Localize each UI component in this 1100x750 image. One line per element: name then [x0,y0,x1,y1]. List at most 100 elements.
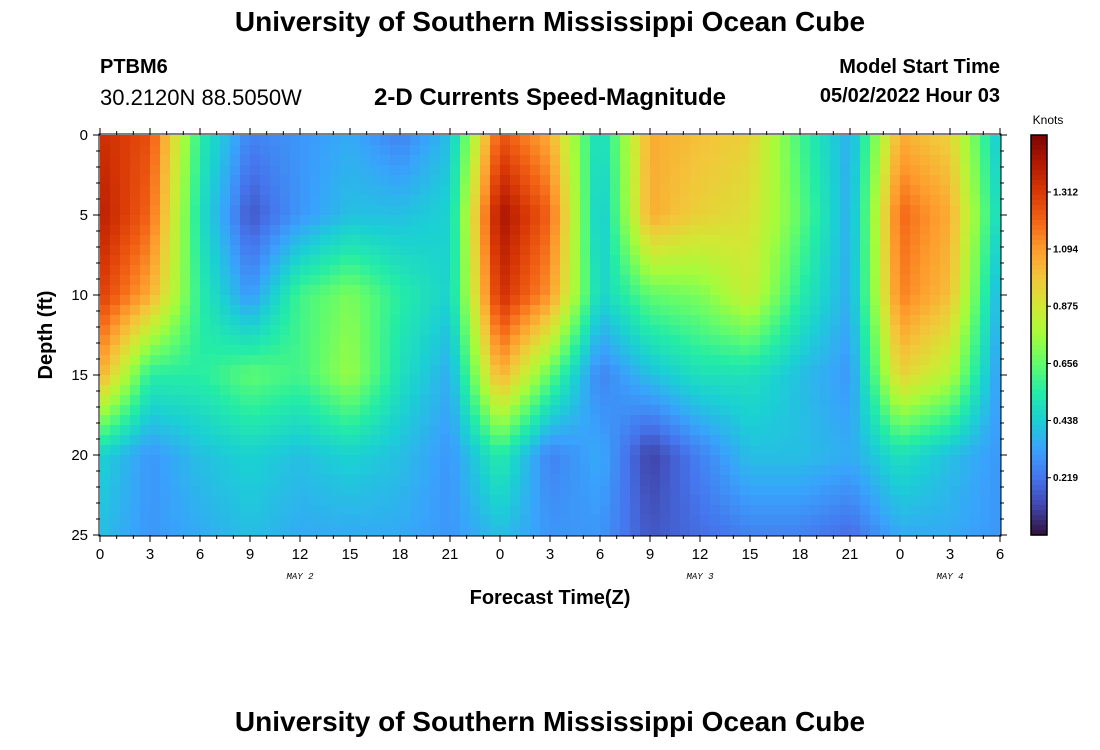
heatmap-cell [170,255,181,266]
heatmap-cell [530,205,541,216]
heatmap-cell [680,445,691,456]
heatmap-cell [400,215,411,226]
heatmap-cell [970,275,981,286]
heatmap-cell [310,465,321,476]
heatmap-cell [200,465,211,476]
heatmap-cell [460,455,471,466]
heatmap-cell [500,455,511,466]
heatmap-cell [790,195,801,206]
heatmap-cell [860,165,871,176]
heatmap-cell [450,165,461,176]
heatmap-cell [170,385,181,396]
heatmap-cell [400,425,411,436]
heatmap-cell [680,375,691,386]
heatmap-cell [320,355,331,366]
heatmap-cell [760,135,771,146]
heatmap-cell [830,235,841,246]
heatmap-cell [100,385,111,396]
heatmap-cell [670,305,681,316]
heatmap-cell [240,515,251,526]
colorbar-segment [1031,485,1047,491]
heatmap-cell [950,325,961,336]
heatmap-cell [850,165,861,176]
heatmap-cell [380,235,391,246]
heatmap-cell [110,415,121,426]
heatmap-cell [640,175,651,186]
heatmap-cell [530,165,541,176]
heatmap-cell [550,295,561,306]
heatmap-cell [980,375,991,386]
heatmap-cell [380,295,391,306]
heatmap-cell [580,435,591,446]
heatmap-cell [930,185,941,196]
heatmap-cell [460,505,471,516]
heatmap-cell [350,515,361,526]
heatmap-cell [210,145,221,156]
heatmap-cell [810,145,821,156]
heatmap-cell [560,325,571,336]
heatmap-cell [600,475,611,486]
heatmap-cell [870,185,881,196]
heatmap-cell [470,485,481,496]
heatmap-cell [200,415,211,426]
heatmap-cell [340,185,351,196]
heatmap-cell [840,305,851,316]
heatmap-cell [950,145,961,156]
heatmap-cell [410,205,421,216]
heatmap-cell [250,195,261,206]
heatmap-cell [800,275,811,286]
heatmap-cell [800,305,811,316]
heatmap-cell [450,445,461,456]
heatmap-cell [860,425,871,436]
heatmap-cell [710,415,721,426]
heatmap-cell [540,325,551,336]
heatmap-cell [650,385,661,396]
heatmap-cell [160,425,171,436]
heatmap-cell [480,335,491,346]
heatmap-cell [680,455,691,466]
heatmap-cell [720,285,731,296]
heatmap-cell [420,405,431,416]
heatmap-cell [500,365,511,376]
heatmap-cell [490,245,501,256]
heatmap-cell [580,495,591,506]
heatmap-cell [520,265,531,276]
heatmap-cell [760,495,771,506]
heatmap-cell [700,175,711,186]
heatmap-cell [620,485,631,496]
heatmap-cell [700,325,711,336]
heatmap-cell [960,525,971,536]
heatmap-cell [960,415,971,426]
heatmap-cell [470,345,481,356]
heatmap-cell [600,375,611,386]
heatmap-cell [480,185,491,196]
heatmap-cell [630,455,641,466]
heatmap-cell [780,485,791,496]
heatmap-cell [470,265,481,276]
colorbar-segment [1031,260,1047,266]
heatmap-cell [170,195,181,206]
heatmap-cell [120,475,131,486]
heatmap-cell [890,155,901,166]
heatmap-cell [200,405,211,416]
heatmap-cell [650,195,661,206]
heatmap-cell [800,485,811,496]
colorbar-frame [1030,134,1048,536]
heatmap-cell [470,185,481,196]
heatmap-cell [460,365,471,376]
x-tick-label: 9 [646,546,654,563]
heatmap-cell [240,365,251,376]
heatmap-cell [130,135,141,146]
heatmap-cell [300,495,311,506]
heatmap-cell [470,455,481,466]
heatmap-cell [630,255,641,266]
heatmap-cell [940,285,951,296]
heatmap-cell [660,345,671,356]
heatmap-cell [440,495,451,506]
colorbar-segment [1031,325,1047,331]
heatmap-cell [870,155,881,166]
heatmap-cell [600,505,611,516]
heatmap-cell [260,185,271,196]
heatmap-cell [670,515,681,526]
heatmap-cell [710,465,721,476]
